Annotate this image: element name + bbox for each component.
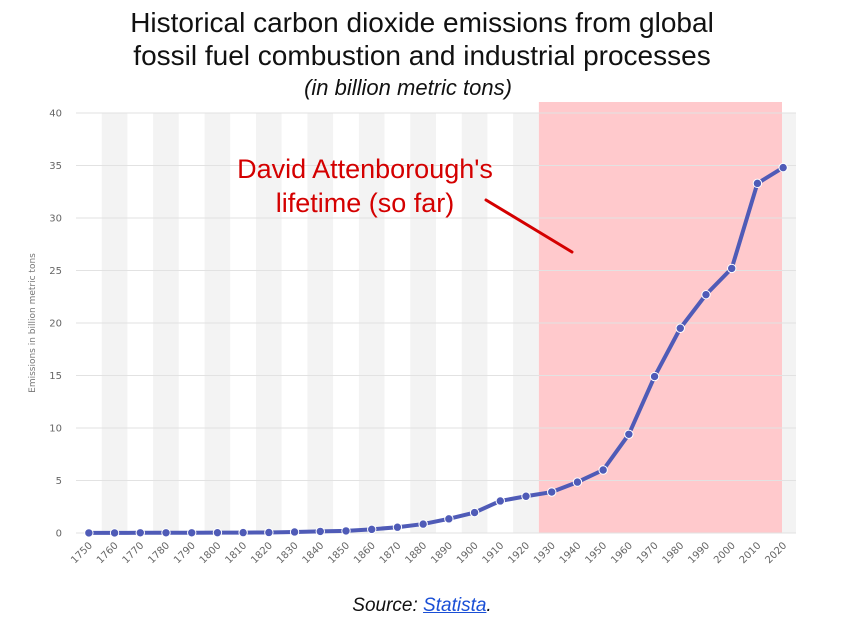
y-tick-label: 15 <box>49 371 62 382</box>
x-tick-label: 1840 <box>301 540 327 566</box>
x-tick-label: 1750 <box>69 540 95 566</box>
data-point <box>495 496 505 506</box>
annotation-arrow <box>484 198 574 254</box>
data-point <box>444 514 454 524</box>
x-tick-label: 1770 <box>121 540 147 566</box>
source-prefix: Source: <box>352 595 424 616</box>
x-tick-label: 1870 <box>378 540 404 566</box>
x-tick-label: 1970 <box>635 540 661 566</box>
source-link[interactable]: Statista <box>423 595 487 616</box>
y-tick-label: 40 <box>49 109 62 120</box>
x-tick-label: 1910 <box>481 540 507 566</box>
data-point <box>289 527 300 537</box>
y-tick-label: 0 <box>56 529 62 540</box>
x-tick-label: 1960 <box>609 540 635 566</box>
data-point <box>649 371 660 382</box>
chart-title: Historical carbon dioxide emissions from… <box>130 7 714 71</box>
x-tick-label: 1760 <box>95 540 121 566</box>
y-tick-label: 5 <box>56 476 62 487</box>
x-tick-label: 1780 <box>146 540 172 566</box>
data-point <box>264 527 274 538</box>
x-tick-label: 1950 <box>583 540 609 566</box>
data-point <box>109 528 120 538</box>
data-point <box>752 178 763 189</box>
x-tick-label: 1800 <box>198 540 224 566</box>
data-point <box>701 289 711 300</box>
data-point <box>341 526 351 536</box>
x-tick-label: 1880 <box>403 540 429 566</box>
x-tick-label: 1990 <box>686 540 712 566</box>
x-tick-label: 1810 <box>223 540 249 566</box>
data-point <box>187 528 197 538</box>
x-tick-label: 1940 <box>558 540 584 566</box>
x-tick-label: 2020 <box>763 540 789 566</box>
x-tick-label: 1860 <box>352 540 378 566</box>
x-tick-label: 1980 <box>661 540 687 566</box>
data-point <box>315 526 325 537</box>
data-point <box>367 524 377 535</box>
chart-subtitle: (in billion metric tons) <box>304 75 512 100</box>
data-point <box>547 487 557 497</box>
data-point <box>572 477 583 487</box>
x-tick-label: 1900 <box>455 540 481 566</box>
data-point <box>418 519 428 529</box>
y-tick-label: 30 <box>49 214 62 225</box>
data-point <box>521 491 531 501</box>
series-line <box>86 165 786 535</box>
annotation-text: David Attenborough's lifetime (so far) <box>237 154 493 218</box>
y-tick-label: 35 <box>49 161 62 172</box>
data-point <box>84 528 94 538</box>
data-point <box>212 527 223 538</box>
x-tick-label: 1920 <box>506 540 532 566</box>
y-tick-label: 10 <box>49 424 62 435</box>
data-point <box>238 527 248 538</box>
x-tick-label: 1790 <box>172 540 198 566</box>
x-tick-label: 1830 <box>275 540 301 566</box>
data-point <box>135 528 145 538</box>
x-tick-label: 1930 <box>532 540 558 566</box>
y-tick-label: 20 <box>49 319 62 330</box>
data-point <box>598 465 608 475</box>
x-tick-label: 2000 <box>712 540 738 566</box>
source-suffix: . <box>486 595 492 616</box>
x-tick-label: 2010 <box>738 540 764 566</box>
x-tick-label: 1820 <box>249 540 275 566</box>
data-point <box>727 263 737 274</box>
data-point <box>778 162 788 173</box>
source-line: Source: Statista. <box>0 595 844 617</box>
y-axis-label: Emissions in billion metric tons <box>28 253 38 393</box>
data-point <box>469 507 480 518</box>
data-point <box>675 323 685 333</box>
x-tick-label: 1890 <box>429 540 455 566</box>
data-point <box>624 429 634 439</box>
x-tick-label: 1850 <box>326 540 352 566</box>
data-point <box>392 522 403 532</box>
highlight-band <box>538 102 782 533</box>
y-tick-label: 25 <box>49 266 62 277</box>
data-point <box>161 528 171 538</box>
